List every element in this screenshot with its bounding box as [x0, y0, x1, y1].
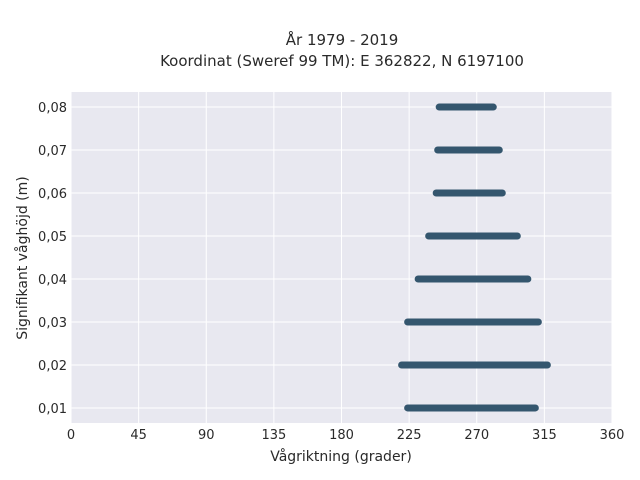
- x-tick-label: 135: [261, 428, 286, 443]
- y-tick-label: 0,08: [38, 101, 67, 116]
- y-tick-label: 0,05: [38, 230, 67, 245]
- y-tick-label: 0,07: [38, 144, 67, 159]
- x-axis-label: Vågriktning (grader): [270, 448, 412, 465]
- chart-subtitle: Koordinat (Sweref 99 TM): E 362822, N 61…: [160, 52, 524, 70]
- x-tick-label: 270: [464, 428, 489, 443]
- x-tick-label: 45: [130, 428, 147, 443]
- x-tick-label: 90: [198, 428, 215, 443]
- chart-title: År 1979 - 2019: [286, 30, 399, 49]
- x-axis-ticks: 0 45 90 135 180 225 270 315 360: [67, 428, 625, 443]
- y-axis-ticks: 0,01 0,02 0,03 0,04 0,05 0,06 0,07 0,08: [38, 101, 67, 417]
- y-tick-label: 0,03: [38, 316, 67, 331]
- data-marks: [398, 103, 551, 412]
- x-tick-label: 225: [397, 428, 422, 443]
- y-tick-label: 0,02: [38, 359, 67, 374]
- x-tick-label: 360: [600, 428, 625, 443]
- y-tick-label: 0,04: [38, 273, 67, 288]
- y-tick-label: 0,06: [38, 187, 67, 202]
- x-tick-label: 0: [67, 428, 75, 443]
- x-tick-label: 180: [329, 428, 354, 443]
- y-tick-label: 0,01: [38, 402, 67, 417]
- x-tick-label: 315: [532, 428, 557, 443]
- y-axis-label: Signifikant våghöjd (m): [14, 176, 31, 339]
